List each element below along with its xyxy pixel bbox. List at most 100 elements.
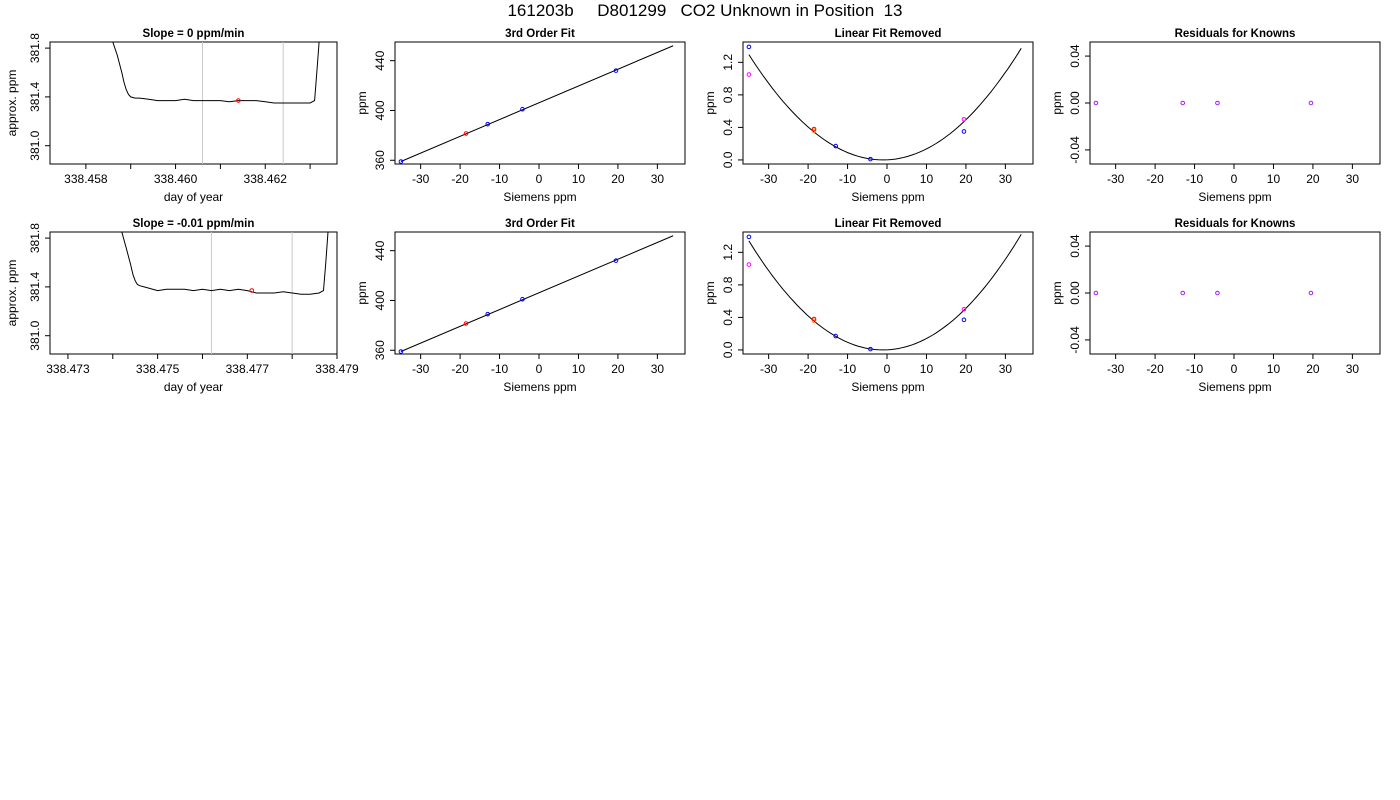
y-tick-label: 0.8 — [721, 86, 735, 103]
x-tick-label: 338.458 — [64, 172, 108, 186]
y-tick-label: -0.04 — [1068, 326, 1082, 354]
plot-frame — [49, 231, 338, 355]
panel-8: Residuals for Knowns -30 -20 -10 0 10 20 30 -0.0… — [1050, 218, 1381, 394]
x-tick-label: -10 — [491, 362, 509, 376]
y-tick-label: 0.00 — [1068, 281, 1082, 305]
data-point — [811, 128, 817, 133]
data-point — [520, 296, 525, 302]
x-tick-label: 0 — [884, 362, 891, 376]
y-tick-label: 1.2 — [721, 244, 735, 261]
y-axis-label: ppm — [355, 91, 369, 114]
y-tick-label: 381.0 — [28, 320, 42, 350]
series-line — [121, 232, 329, 295]
x-tick-label: 0 — [536, 172, 543, 186]
x-tick-label: -10 — [491, 172, 509, 186]
y-tick-label: 381.4 — [28, 272, 42, 302]
data-point — [961, 129, 967, 134]
x-tick-label: 10 — [920, 362, 934, 376]
data-point — [1308, 100, 1314, 106]
y-tick-label: 0.04 — [1068, 44, 1082, 68]
data-point — [868, 156, 873, 162]
x-tick-label: -30 — [412, 362, 430, 376]
y-tick-label: 360 — [373, 150, 387, 170]
y-tick-label: 400 — [373, 290, 387, 310]
x-tick-label: 20 — [1306, 172, 1320, 186]
plot-frame — [742, 41, 1034, 165]
x-tick-label: -10 — [1186, 362, 1204, 376]
x-tick-label: 20 — [959, 362, 973, 376]
y-tick-label: 0.8 — [721, 276, 735, 293]
x-tick-label: 10 — [920, 172, 934, 186]
panel-title: Linear Fit Removed — [835, 218, 942, 230]
data-point — [746, 72, 752, 77]
panel-6: 3rd Order Fit -30 -20 -10 0 10 20 30 360 400 440 Si… — [355, 218, 686, 394]
y-tick-label: 360 — [373, 340, 387, 360]
y-tick-label: 0.4 — [721, 309, 735, 326]
x-tick-label: 30 — [1346, 362, 1360, 376]
data-point — [236, 98, 241, 103]
data-point — [1180, 100, 1186, 106]
panel-title: Linear Fit Removed — [835, 28, 942, 40]
fit-curve — [748, 234, 1022, 351]
data-point — [1180, 290, 1186, 296]
data-point — [463, 321, 469, 326]
x-tick-label: 338.460 — [154, 172, 198, 186]
plot-data — [748, 234, 1022, 351]
data-point — [485, 121, 491, 127]
fit-line — [400, 45, 674, 162]
x-tick-label: 30 — [999, 172, 1013, 186]
x-axis-label: Siemens ppm — [1198, 190, 1271, 204]
x-axis-label: Siemens ppm — [851, 190, 924, 204]
y-tick-label: 1.2 — [721, 54, 735, 71]
data-point — [520, 106, 525, 112]
data-point — [811, 316, 817, 322]
data-point — [833, 333, 839, 339]
y-tick-label: -0.04 — [1068, 136, 1082, 164]
data-point — [398, 349, 404, 354]
panel-title: Slope = -0.01 ppm/min — [133, 218, 255, 230]
x-axis-label: Siemens ppm — [851, 380, 924, 394]
x-tick-label: -20 — [799, 172, 817, 186]
panel-7: Linear Fit Removed -30 -20 -10 0 10 20 30 0.0 0.4… — [703, 218, 1034, 394]
y-axis-label: ppm — [355, 281, 369, 304]
y-tick-label: 440 — [373, 240, 387, 260]
y-tick-label: 440 — [373, 50, 387, 70]
panel-2: 3rd Order Fit -30 -20 -10 0 10 20 30 360 400 440 Si… — [355, 28, 686, 204]
x-tick-label: 338.479 — [315, 362, 359, 376]
data-point — [1215, 100, 1220, 106]
data-point — [249, 288, 255, 293]
x-tick-label: 20 — [959, 172, 973, 186]
x-tick-label: 10 — [1267, 362, 1281, 376]
y-tick-label: 381.4 — [28, 82, 42, 112]
x-axis-label: day of year — [164, 190, 223, 204]
x-tick-label: -20 — [799, 362, 817, 376]
y-tick-label: 0.0 — [721, 151, 735, 168]
y-tick-label: 0.00 — [1068, 91, 1082, 115]
panel-title: Residuals for Knowns — [1175, 218, 1296, 230]
x-tick-label: -20 — [1146, 362, 1164, 376]
y-tick-label: 400 — [373, 100, 387, 120]
x-tick-label: -10 — [839, 172, 857, 186]
data-point — [463, 131, 469, 136]
x-tick-label: 0 — [536, 362, 543, 376]
y-tick-label: 0.0 — [721, 341, 735, 358]
panel-1: Slope = 0 ppm/min 338.458 338.460 338.462 38… — [5, 28, 338, 204]
data-point — [961, 317, 967, 323]
x-tick-label: 30 — [651, 362, 665, 376]
data-point — [746, 234, 752, 240]
x-tick-label: 338.477 — [226, 362, 270, 376]
y-tick-label: 0.04 — [1068, 234, 1082, 258]
y-axis-label: approx. ppm — [5, 260, 19, 327]
plot-data — [400, 235, 674, 352]
series-line — [112, 42, 320, 104]
x-tick-label: -10 — [1186, 172, 1204, 186]
x-axis-label: day of year — [164, 380, 223, 394]
x-tick-label: -30 — [760, 362, 778, 376]
plot-frame — [394, 41, 686, 165]
data-point — [811, 126, 817, 132]
data-point — [746, 44, 752, 50]
data-point — [961, 306, 967, 312]
x-tick-label: 10 — [1267, 172, 1281, 186]
data-point — [1215, 290, 1220, 296]
